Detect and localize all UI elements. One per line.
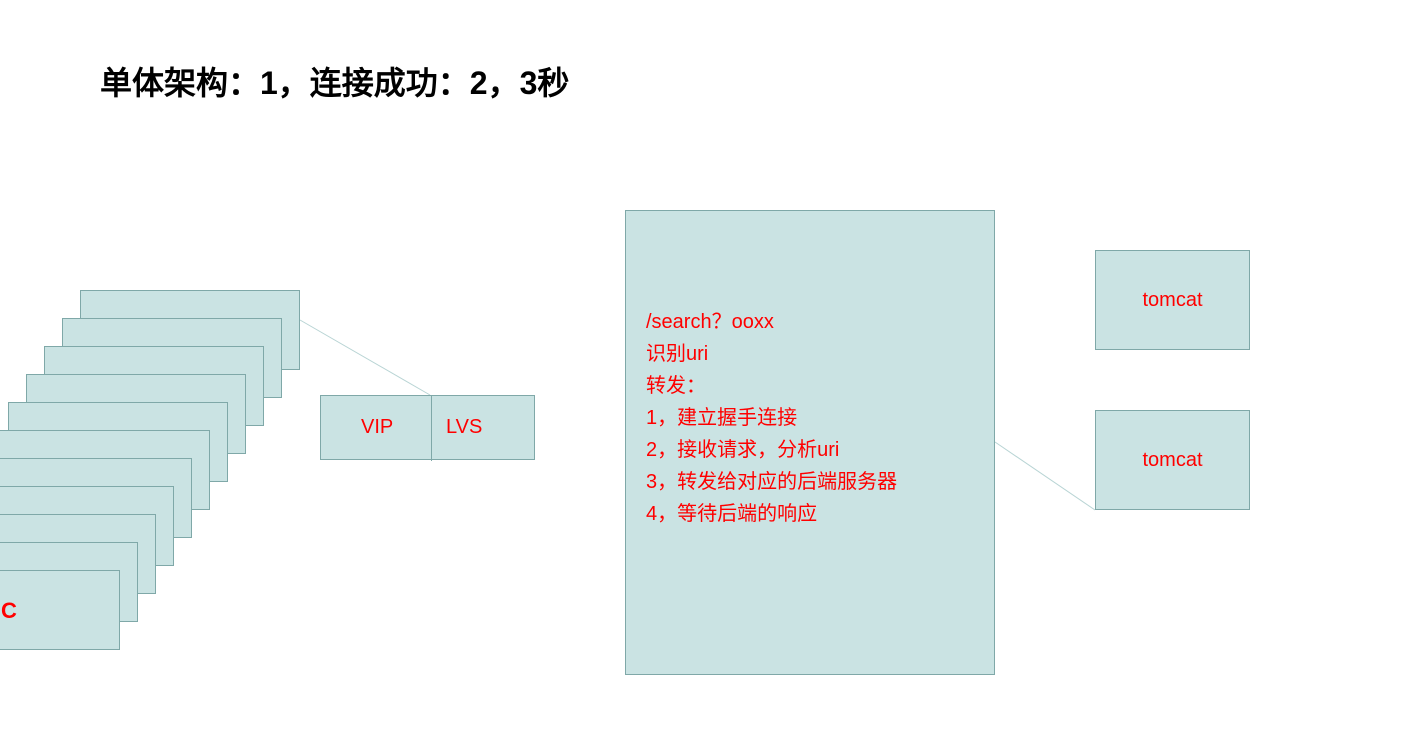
stacked-card: C bbox=[0, 570, 120, 650]
diagram-title: 单体架构：1，连接成功：2，3秒 bbox=[100, 58, 569, 104]
tomcat-node: tomcat bbox=[1095, 410, 1250, 510]
connector-line bbox=[300, 320, 430, 395]
vip-lvs-divider bbox=[431, 396, 432, 461]
proxy-node: /search？ooxx 识别uri 转发： 1，建立握手连接 2，接收请求，分… bbox=[625, 210, 995, 675]
tomcat-label: tomcat bbox=[1142, 289, 1202, 312]
tomcat-node: tomcat bbox=[1095, 250, 1250, 350]
lvs-label: LVS bbox=[446, 416, 482, 439]
tomcat-label: tomcat bbox=[1142, 449, 1202, 472]
connector-line bbox=[995, 442, 1095, 510]
stacked-front-label: C bbox=[1, 598, 17, 624]
proxy-content: /search？ooxx 识别uri 转发： 1，建立握手连接 2，接收请求，分… bbox=[646, 306, 897, 530]
vip-label: VIP bbox=[361, 416, 393, 439]
vip-lvs-node: VIP LVS bbox=[320, 395, 535, 460]
